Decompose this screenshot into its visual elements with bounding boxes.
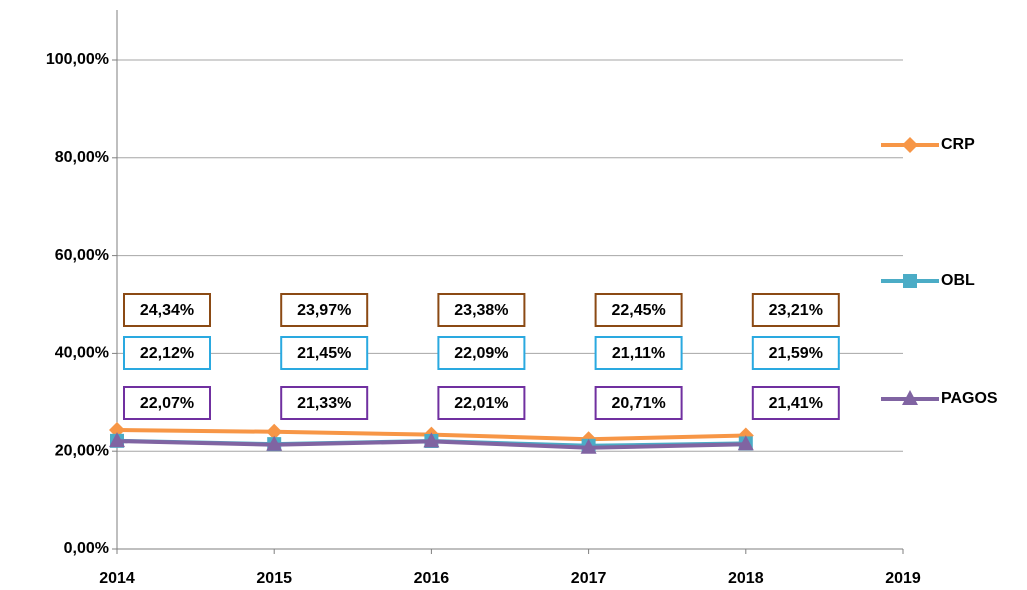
data-label: 22,45% [611,302,665,319]
data-point [580,438,597,454]
data-label: 23,97% [297,302,351,319]
data-label-box [123,336,211,370]
data-label-box [594,293,683,327]
data-label-box [280,336,369,370]
data-label-box [437,293,526,327]
data-label: 22,09% [454,345,508,362]
data-point [423,432,440,448]
x-tick-label: 2016 [414,570,450,587]
data-label: 24,34% [140,302,194,319]
data-label: 21,45% [297,345,351,362]
y-tick-label: 0,00% [64,540,109,557]
x-tick-label: 2017 [571,570,607,587]
legend-label: OBL [941,272,975,289]
y-tick-label: 80,00% [55,149,109,166]
y-tick-label: 60,00% [55,247,109,264]
data-label: 21,33% [297,395,351,412]
data-label: 22,01% [454,395,508,412]
data-label-box [123,386,211,420]
x-tick-label: 2015 [256,570,292,587]
data-label-box [751,336,840,370]
legend-marker [902,137,918,153]
data-label-box [280,386,369,420]
data-point [737,435,754,451]
data-point [266,423,283,440]
data-label: 22,07% [140,395,194,412]
data-label: 23,21% [769,302,823,319]
data-label-box [437,336,526,370]
x-tick-label: 2014 [99,570,135,587]
x-tick-label: 2018 [728,570,764,587]
y-tick-label: 100,00% [46,51,109,68]
data-label-box [437,386,526,420]
data-label-box [751,386,840,420]
data-label: 21,59% [769,345,823,362]
legend-marker [903,274,917,288]
data-label-box [280,293,369,327]
data-point [109,432,125,448]
y-tick-label: 20,00% [55,442,109,459]
data-label: 21,41% [769,395,823,412]
legend-label: CRP [941,136,975,153]
legend-label: PAGOS [941,390,998,407]
y-tick-label: 40,00% [55,345,109,362]
data-label-box [123,293,211,327]
data-label: 23,38% [454,302,508,319]
data-label-box [594,386,683,420]
data-label: 20,71% [611,395,665,412]
x-tick-label: 2019 [885,570,921,587]
legend-marker [902,390,918,405]
data-label-box [751,293,840,327]
data-label: 21,11% [612,345,665,362]
data-point [266,435,283,451]
data-label: 22,12% [140,345,194,362]
data-label-box [594,336,683,370]
